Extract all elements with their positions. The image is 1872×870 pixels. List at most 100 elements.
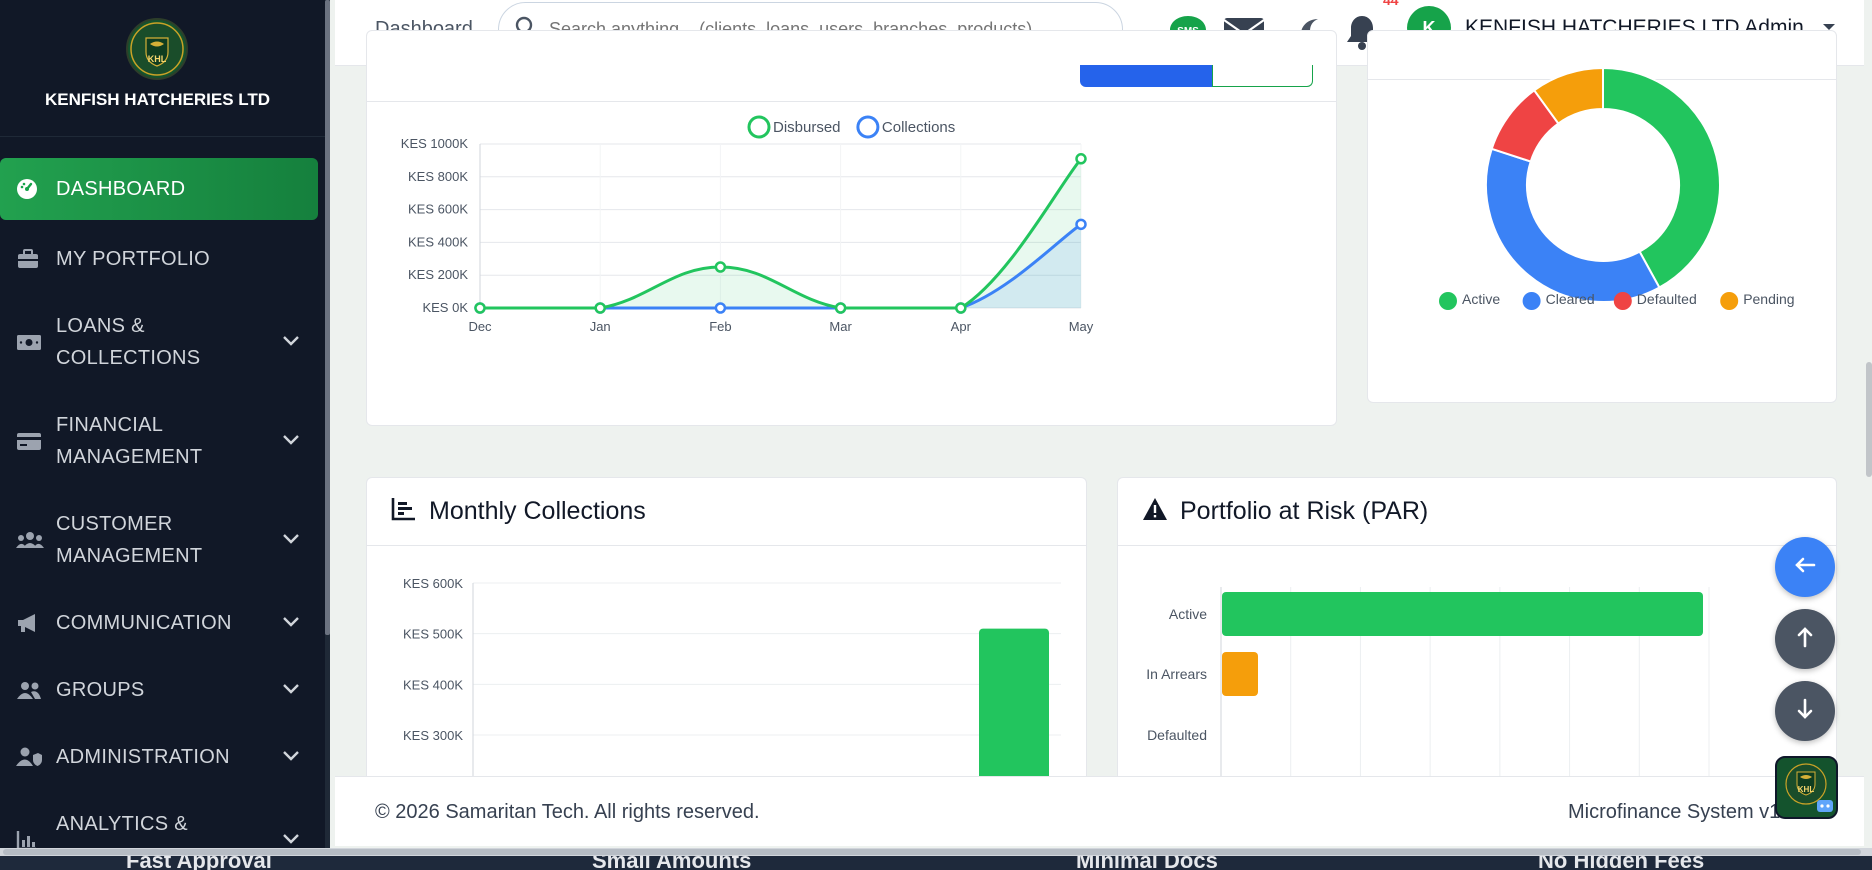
sidebar-item-label: ANALYTICS & REPORTING — [56, 812, 188, 851]
y-tick-label: KES 400K — [408, 234, 468, 249]
data-point — [714, 302, 727, 314]
legend-label: Active — [1462, 291, 1500, 307]
data-point — [955, 302, 967, 314]
y-tick-label: In Arrears — [1146, 666, 1207, 682]
sidebar-item-financial-management[interactable]: FINANCIAL MANAGEMENT — [0, 391, 325, 490]
sidebar-item-analytics-reporting[interactable]: ANALYTICS & REPORTING — [0, 790, 325, 850]
bar — [1222, 652, 1258, 696]
caret-down-icon[interactable] — [1822, 19, 1836, 37]
sidebar-scrollbar-thumb[interactable] — [325, 0, 330, 635]
monthly-collections-chart: KES 300K KES 400K KES 500K KES 600K — [403, 576, 1061, 816]
arrow-up-icon — [1796, 626, 1814, 653]
line-chart: KES 0K KES 200K KES 400K KES 600K KES 800K KE… — [401, 115, 1094, 334]
sidebar-item-label: DASHBOARD — [56, 178, 186, 200]
disbursed-vs-collections-card: KES 0K KES 200K KES 400K KES 600K KES 800K KE… — [366, 30, 1337, 426]
legend-label: Collections — [882, 119, 955, 136]
y-tick-label: KES 200K — [408, 267, 468, 282]
y-tick-label: KES 600K — [408, 202, 468, 217]
app-viewport: KHL KENFISH HATCHERIES LTD DASHBOARD MY … — [0, 0, 1872, 850]
sidebar-item-label: CUSTOMER MANAGEMENT — [56, 512, 203, 567]
x-tick-label: Apr — [951, 319, 972, 334]
chevron-down-icon[interactable] — [279, 611, 303, 634]
underlying-page-strip: Fast Approval Small Amounts Minimal Docs… — [0, 856, 1872, 870]
legend-marker — [856, 115, 880, 139]
background-feature-text: Fast Approval — [126, 856, 272, 870]
y-tick-label: KES 1000K — [401, 136, 469, 151]
sidebar-item-my-portfolio[interactable]: MY PORTFOLIO — [0, 225, 325, 292]
sidebar-item-label: MY PORTFOLIO — [56, 247, 211, 270]
scroll-up-button[interactable] — [1775, 609, 1835, 669]
users-icon — [16, 529, 56, 551]
donut-chart: Active Cleared Defaulted Pending — [1439, 66, 1795, 310]
par-card: Portfolio at Risk (PAR) Active In Arrears… — [1117, 477, 1837, 817]
sidebar-item-customer-management[interactable]: CUSTOMER MANAGEMENT — [0, 490, 325, 589]
svg-text:KHL: KHL — [1798, 785, 1815, 794]
legend-marker — [1613, 292, 1632, 310]
y-tick-label: KES 300K — [403, 728, 463, 743]
copyright-text: © 2026 Samaritan Tech. All rights reserv… — [375, 801, 760, 823]
chart-period-toggle[interactable] — [1080, 65, 1313, 87]
y-tick-label: KES 400K — [403, 677, 463, 692]
card-header: Monthly Collections — [367, 478, 1086, 546]
bar-chart-icon — [391, 496, 417, 527]
y-tick-label: Active — [1169, 606, 1207, 622]
brand: KHL KENFISH HATCHERIES LTD — [0, 0, 325, 137]
horizontal-scrollbar-thumb[interactable] — [3, 849, 1861, 855]
group-icon — [16, 679, 56, 701]
sidebar-item-label: ADMINISTRATION — [56, 745, 230, 768]
toggle-option-inactive[interactable] — [1212, 65, 1313, 87]
chevron-down-icon[interactable] — [279, 528, 303, 551]
sidebar-item-label: GROUPS — [56, 678, 145, 701]
x-tick-label: Jan — [590, 319, 611, 334]
data-point — [714, 261, 727, 273]
chevron-down-icon[interactable] — [279, 828, 303, 850]
chevron-down-icon[interactable] — [279, 330, 303, 353]
x-tick-label: Dec — [468, 319, 492, 334]
chart-icon — [16, 829, 56, 851]
company-logo[interactable]: KHL — [126, 18, 188, 80]
sidebar-item-label: COMMUNICATION — [56, 611, 232, 634]
sidebar-item-communication[interactable]: COMMUNICATION — [0, 589, 325, 656]
toggle-option-active[interactable] — [1080, 65, 1212, 87]
chevron-down-icon[interactable] — [279, 678, 303, 701]
chevron-down-icon[interactable] — [279, 429, 303, 452]
par-chart: Active In Arrears Defaulted — [1146, 587, 1710, 816]
legend-label: Disbursed — [773, 119, 841, 136]
card-divider — [367, 101, 1336, 102]
data-point — [594, 302, 606, 314]
page-scrollbar-thumb[interactable] — [1866, 362, 1872, 477]
sidebar-item-label: FINANCIAL MANAGEMENT — [56, 413, 203, 468]
chatbot-button[interactable]: KHL — [1775, 756, 1838, 819]
footer: © 2026 Samaritan Tech. All rights reserv… — [335, 776, 1872, 846]
back-button[interactable] — [1775, 537, 1835, 597]
sidebar-item-groups[interactable]: GROUPS — [0, 656, 325, 723]
sidebar-item-administration[interactable]: ADMINISTRATION — [0, 723, 325, 790]
system-version: Microfinance System v1.0 — [1568, 801, 1797, 823]
arrow-down-icon — [1796, 698, 1814, 725]
chevron-down-icon[interactable] — [279, 745, 303, 768]
data-point — [1075, 153, 1087, 165]
scroll-down-button[interactable] — [1775, 681, 1835, 741]
pie-slice — [1532, 66, 1604, 125]
sidebar: KHL KENFISH HATCHERIES LTD DASHBOARD MY … — [0, 0, 330, 850]
y-tick-label: Defaulted — [1147, 727, 1207, 743]
bar — [1222, 592, 1703, 636]
sidebar-item-loans-collections[interactable]: LOANS & COLLECTIONS — [0, 292, 325, 391]
bar — [979, 628, 1049, 816]
legend-label: Defaulted — [1637, 291, 1697, 307]
robot-icon — [1817, 800, 1833, 812]
data-point — [834, 302, 847, 314]
legend-marker — [1439, 292, 1457, 310]
x-tick-label: May — [1069, 319, 1094, 334]
sidebar-item-dashboard[interactable]: DASHBOARD — [0, 158, 318, 220]
y-tick-label: KES 600K — [403, 576, 463, 591]
series-area — [480, 158, 1081, 308]
card-title: Portfolio at Risk (PAR) — [1180, 497, 1429, 525]
sidebar-item-label: LOANS & COLLECTIONS — [56, 314, 201, 369]
x-tick-label: Mar — [829, 319, 852, 334]
card-header: Portfolio at Risk (PAR) — [1118, 478, 1836, 546]
pie-slice — [1485, 147, 1661, 303]
credit-card-icon — [16, 430, 56, 452]
card-title: Monthly Collections — [429, 497, 646, 525]
briefcase-icon — [16, 248, 56, 270]
